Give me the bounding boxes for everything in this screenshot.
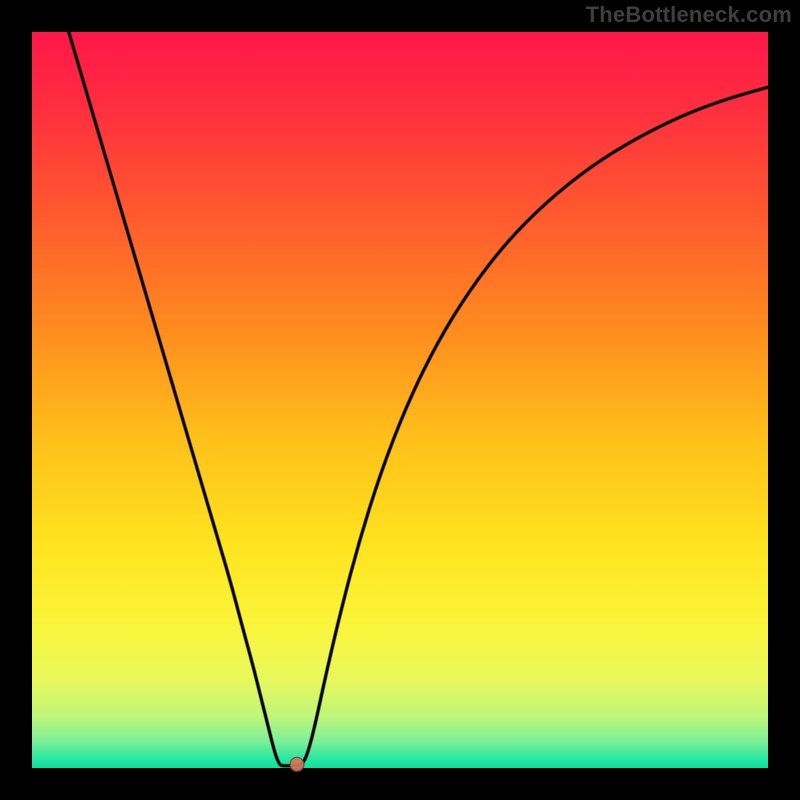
watermark-text: TheBottleneck.com: [586, 2, 792, 28]
bottleneck-chart: [0, 0, 800, 800]
optimal-point-marker: [290, 757, 304, 771]
chart-frame: TheBottleneck.com: [0, 0, 800, 800]
plot-background-gradient: [32, 32, 768, 768]
